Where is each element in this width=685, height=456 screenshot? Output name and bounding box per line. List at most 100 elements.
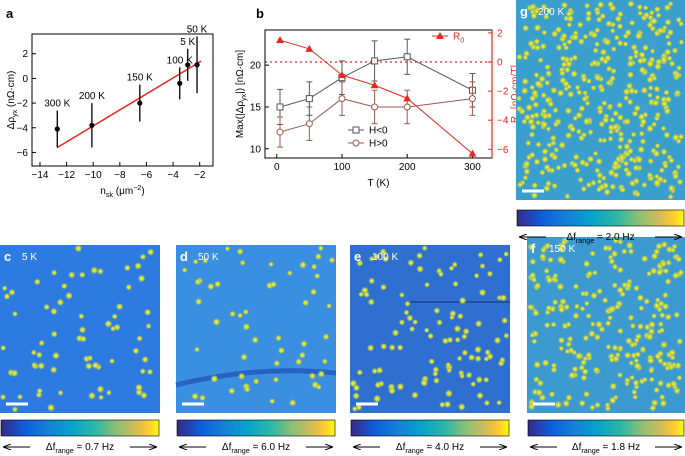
skyrmion	[371, 367, 379, 375]
skyrmion	[545, 167, 552, 174]
skyrmion	[549, 134, 558, 142]
skyrmion	[647, 84, 654, 91]
skyrmion	[545, 69, 552, 77]
skyrmion	[646, 75, 655, 84]
skyrmion	[646, 59, 655, 69]
skyrmion	[50, 330, 58, 338]
skyrmion	[649, 48, 656, 55]
skyrmion	[522, 174, 529, 181]
skyrmion	[37, 361, 46, 370]
skyrmion	[582, 259, 591, 268]
skyrmion	[277, 346, 286, 355]
skyrmion	[476, 391, 484, 400]
skyrmion	[352, 383, 361, 392]
image-background	[350, 245, 510, 413]
skyrmion	[379, 283, 388, 291]
skyrmion	[552, 106, 559, 114]
skyrmion	[229, 310, 237, 318]
skyrmion	[641, 43, 650, 52]
skyrmion	[636, 293, 645, 302]
skyrmion	[96, 267, 104, 275]
skyrmion	[563, 66, 571, 74]
label-part: −2	[133, 183, 141, 192]
skyrmion	[272, 376, 280, 383]
skyrmion	[603, 187, 612, 197]
skyrmion	[611, 159, 620, 168]
skyrmion	[527, 39, 536, 48]
skyrmion	[542, 13, 550, 21]
skyrmion	[596, 287, 604, 295]
skyrmion	[653, 62, 663, 71]
skyrmion	[578, 364, 586, 372]
skyrmion	[650, 312, 658, 320]
skyrmion	[483, 376, 490, 384]
x-tick-label: −8	[114, 170, 126, 181]
skyrmion	[633, 357, 640, 364]
panel-letter: a	[6, 6, 14, 21]
skyrmion	[660, 125, 667, 132]
skyrmion	[30, 349, 37, 356]
skyrmion	[528, 131, 536, 139]
panel-letter: c	[4, 249, 11, 264]
label-part: [nΩ·cm/T]	[510, 65, 521, 112]
y-tick-label: 0	[22, 74, 28, 85]
skyrmion	[664, 313, 673, 321]
skyrmion	[627, 54, 634, 62]
skyrmion	[632, 88, 639, 95]
skyrmion	[631, 388, 638, 396]
skyrmion	[145, 322, 152, 330]
skyrmion	[619, 186, 627, 194]
skyrmion	[661, 177, 668, 184]
skyrmion	[601, 116, 610, 125]
skyrmion	[624, 336, 633, 345]
skyrmion	[146, 368, 154, 376]
skyrmion	[194, 297, 203, 306]
skyrmion	[193, 346, 201, 353]
y-tick-label: 15	[250, 102, 262, 113]
skyrmion	[377, 380, 385, 388]
skyrmion	[530, 191, 539, 200]
label-part: = 2.0 Hz	[594, 232, 634, 243]
skyrmion	[605, 79, 612, 87]
skyrmion	[652, 149, 661, 158]
skyrmion	[516, 181, 524, 189]
skyrmion	[540, 155, 550, 164]
skyrmion	[604, 19, 613, 28]
skyrmion	[541, 358, 550, 367]
skyrmion	[617, 238, 624, 246]
skyrmion	[567, 371, 577, 380]
skyrmion	[616, 22, 624, 30]
skyrmion	[560, 1, 569, 10]
skyrmion	[663, 48, 672, 57]
skyrmion	[562, 79, 570, 88]
skyrmion	[545, 276, 554, 285]
point-label: 200 K	[79, 91, 105, 102]
skyrmion	[579, 290, 587, 297]
y-tick-label: 2	[22, 49, 28, 60]
skyrmion	[664, 18, 672, 27]
skyrmion	[611, 281, 619, 289]
skyrmion	[658, 327, 666, 334]
label-part: R	[510, 116, 521, 123]
skyrmion	[564, 106, 573, 115]
skyrmion	[582, 33, 589, 40]
skyrmion	[661, 302, 670, 311]
skyrmion	[616, 371, 624, 379]
skyrmion	[638, 130, 646, 137]
skyrmion	[549, 86, 558, 95]
skyrmion	[446, 367, 453, 374]
skyrmion	[530, 276, 538, 284]
data-point	[276, 128, 284, 136]
data-point	[89, 122, 95, 128]
skyrmion	[605, 343, 612, 351]
skyrmion	[105, 389, 112, 396]
skyrmion	[294, 357, 303, 366]
skyrmion	[616, 39, 624, 47]
skyrmion	[589, 250, 596, 257]
skyrmion	[523, 167, 531, 176]
y-tick-label: −2	[17, 99, 29, 110]
skyrmion	[636, 57, 645, 65]
skyrmion	[531, 89, 539, 97]
skyrmion	[616, 266, 625, 274]
skyrmion	[470, 381, 477, 388]
